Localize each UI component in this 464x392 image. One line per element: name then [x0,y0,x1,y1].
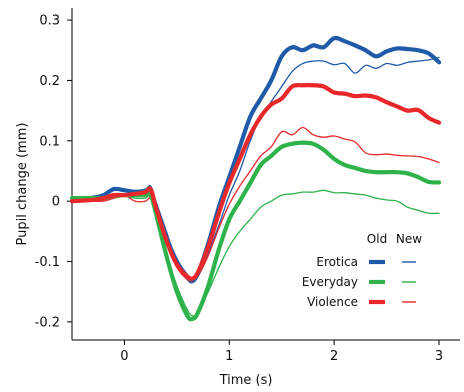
series-line-violence-old [69,83,442,281]
series-line-erotica-new [71,56,440,284]
legend-label-everyday: Everyday [302,275,358,289]
legend-label-violence: Violence [307,295,358,309]
y-tick-label: 0.2 [39,74,60,89]
legend: Old New Erotica Everyday Violence [302,232,422,309]
legend-column-header-old: Old [367,232,387,246]
series-line-violence-new [71,126,440,283]
y-tick-label: 0 [52,195,60,210]
legend-column-header-new: New [396,232,422,246]
y-tick-label: 0.3 [39,14,60,29]
axes-group: -0.2 -0.1 0 0.1 0.2 0.3 0 1 2 3 [35,8,460,364]
y-tick-label: -0.2 [35,315,60,330]
x-tick-label: 3 [435,349,443,364]
y-tick-label: -0.1 [35,255,60,270]
y-axis-title: Pupil change (mm) [15,123,30,246]
legend-label-erotica: Erotica [316,255,358,269]
y-tick-label: 0.1 [39,134,60,149]
series-line-everyday-old [69,140,442,322]
series-line-everyday-new [71,189,440,317]
x-axis-title: Time (s) [219,373,273,388]
x-tick-label: 0 [120,349,128,364]
x-tick-label: 2 [330,349,338,364]
series-layer [69,35,442,322]
x-tick-label: 1 [225,349,233,364]
